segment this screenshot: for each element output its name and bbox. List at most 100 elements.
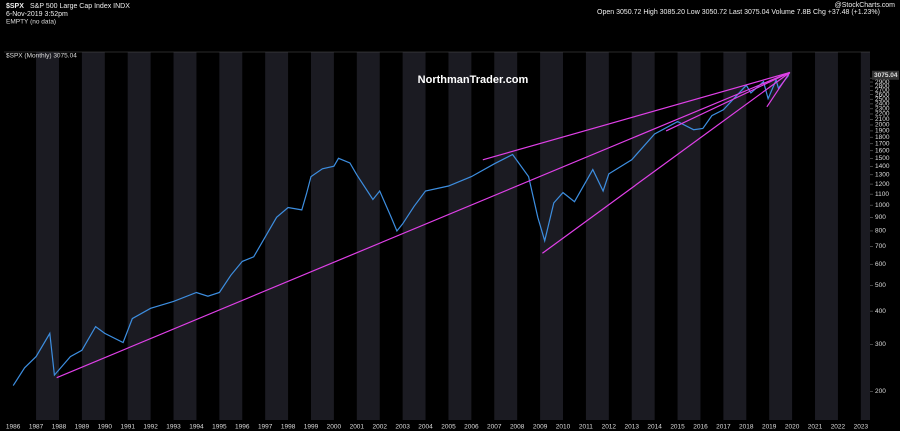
x-tick-label: 2010 [556,424,571,431]
year-stripe [585,52,609,420]
year-stripe [173,52,197,420]
source: @StockCharts.com [835,2,896,9]
x-tick-label: 1992 [143,424,158,431]
x-tick-label: 1990 [98,424,113,431]
y-tick-label: 400 [875,308,886,315]
y-tick-label: 1200 [875,181,890,188]
x-tick-label: 1988 [52,424,67,431]
year-stripe [36,52,59,420]
x-tick-label: 2000 [327,424,342,431]
x-tick-label: 1995 [212,424,227,431]
x-tick-label: 2019 [762,424,777,431]
y-tick-label: 2000 [875,122,890,129]
x-tick-label: 1996 [235,424,250,431]
year-stripe [127,52,151,420]
x-tick-label: 2017 [716,424,731,431]
last-price-tag [872,70,899,80]
quote: Open 3050.72 High 3085.20 Low 3050.72 La… [597,9,880,16]
y-tick-label: 2600 [875,91,890,98]
timestamp: 6-Nov-2019 3:52pm [6,11,68,18]
year-stripe [310,52,334,420]
year-stripe [356,52,380,420]
x-tick-label: 2007 [487,424,502,431]
y-tick-label: 1000 [875,202,890,209]
y-tick-label: 2300 [875,106,890,113]
x-tick-label: 1997 [258,424,273,431]
x-tick-label: 1994 [189,424,204,431]
y-tick-label: 1900 [875,128,890,135]
year-stripe [860,52,870,420]
x-tick-label: 2014 [647,424,662,431]
year-stripe [540,52,564,420]
x-tick-label: 2013 [625,424,640,431]
year-stripe [769,52,793,420]
y-tick-label: 900 [875,214,886,221]
trendline [482,71,790,161]
y-tick-label: 700 [875,243,886,250]
x-tick-label: 2001 [350,424,365,431]
x-tick-label: 2002 [372,424,387,431]
trendline [56,71,791,379]
x-tick-label: 2023 [854,424,869,431]
x-tick-label: 2012 [602,424,617,431]
y-tick-label: 1800 [875,134,890,141]
trendline [766,72,791,108]
year-stripe [494,52,518,420]
year-stripe [402,52,426,420]
y-tick-label: 2700 [875,87,890,94]
legend-series: $SPX (Monthly) 3075.04 [6,53,77,60]
x-tick-label: 1999 [304,424,319,431]
x-tick-label: 2020 [785,424,800,431]
legend-empty: EMPTY (no data) [6,19,56,26]
x-tick-label: 2004 [418,424,433,431]
y-tick-label: 1400 [875,163,890,170]
y-tick-label: 2200 [875,111,890,118]
price-line [12,74,790,386]
watermark: NorthmanTrader.com [418,74,529,86]
x-tick-label: 2022 [831,424,846,431]
y-tick-label: 2400 [875,101,890,108]
y-tick-label: 1100 [875,191,889,198]
y-tick-label: 1700 [875,141,890,148]
x-tick-label: 2008 [510,424,525,431]
x-tick-label: 2011 [579,424,593,431]
x-tick-label: 2003 [395,424,410,431]
y-tick-label: 1500 [875,155,890,162]
year-stripe [631,52,655,420]
y-tick-label: 2500 [875,96,890,103]
x-tick-label: 1989 [75,424,90,431]
y-tick-label: 600 [875,261,886,268]
year-stripe [219,52,243,420]
x-tick-label: 1987 [29,424,44,431]
trendline [542,71,791,254]
year-stripe [448,52,472,420]
last-price-label: 3075.04 [874,72,898,79]
year-stripe [81,52,105,420]
y-tick-label: 300 [875,341,886,348]
x-tick-label: 2005 [441,424,456,431]
y-tick-label: 2900 [875,79,890,86]
year-stripe [815,52,838,420]
year-stripe [677,52,701,420]
year-stripe [723,52,747,420]
y-tick-label: 800 [875,228,886,235]
x-tick-label: 2021 [808,424,823,431]
x-tick-label: 2015 [670,424,685,431]
x-tick-label: 1993 [166,424,181,431]
y-tick-label: 200 [875,388,886,395]
x-tick-label: 2006 [464,424,479,431]
y-tick-label: 1600 [875,148,890,155]
index-name: S&P 500 Large Cap Index INDX [30,3,130,10]
x-tick-label: 1998 [281,424,296,431]
y-tick-label: 1300 [875,172,890,179]
y-tick-label: 500 [875,282,886,289]
trendline [665,71,791,132]
x-tick-label: 2018 [739,424,754,431]
symbol: $SPX [6,3,24,10]
x-tick-label: 1991 [120,424,135,431]
x-tick-label: 2009 [533,424,548,431]
y-tick-label: 2100 [875,116,890,123]
y-tick-label: 2800 [875,83,890,90]
year-stripe [265,52,289,420]
